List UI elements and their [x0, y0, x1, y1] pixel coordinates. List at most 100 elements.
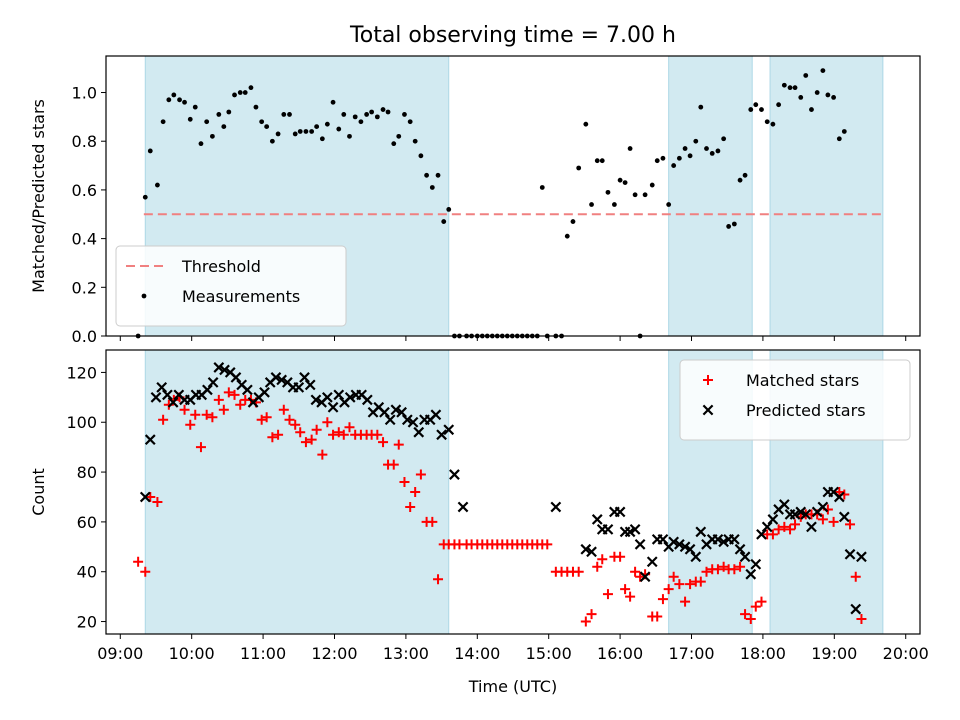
y-tick-label: 0.8: [72, 132, 97, 151]
data-point: [542, 539, 553, 550]
legend-box: [679, 359, 911, 441]
data-point: [259, 119, 265, 125]
y-tick-label: 100: [66, 413, 97, 432]
data-point: [314, 124, 320, 130]
x-tick-label: 11:00: [240, 644, 286, 663]
data-point: [142, 194, 148, 200]
y-tick-label: 80: [77, 463, 97, 482]
data-point: [150, 391, 162, 403]
legend-marker: [141, 293, 147, 299]
data-point: [204, 119, 210, 125]
y-tick-label: 1.0: [72, 84, 97, 103]
data-point: [364, 112, 370, 117]
data-point: [223, 387, 234, 398]
x-tick-label: 16:00: [597, 644, 643, 663]
data-point: [185, 419, 196, 430]
x-tick-label: 13:00: [383, 644, 429, 663]
data-point: [825, 92, 831, 98]
data-point: [602, 523, 614, 535]
data-point: [800, 509, 812, 520]
chart-title: Total observing time = 7.00 h: [349, 23, 676, 48]
data-point: [182, 99, 187, 105]
x-tick-label: 19:00: [811, 644, 857, 663]
y-tick-label: 0.6: [72, 181, 97, 200]
data-point: [341, 112, 347, 117]
data-point: [660, 155, 666, 161]
data-point: [715, 148, 721, 154]
data-point: [785, 524, 796, 535]
data-point: [160, 119, 166, 125]
data-point: [242, 90, 248, 95]
data-point: [295, 427, 306, 438]
data-point: [712, 564, 723, 575]
data-point: [828, 516, 839, 527]
data-point: [322, 417, 333, 428]
data-point: [221, 124, 227, 130]
data-point: [831, 94, 837, 100]
data-point: [372, 429, 383, 440]
data-point: [629, 523, 641, 535]
data-point: [759, 107, 764, 112]
data-point: [634, 538, 646, 550]
data-point: [218, 404, 229, 415]
data-point: [396, 133, 402, 139]
data-point: [680, 596, 691, 607]
data-point: [836, 136, 842, 142]
data-point: [787, 85, 793, 91]
data-point: [690, 551, 702, 563]
legend-marker: [702, 404, 714, 416]
data-point: [745, 614, 756, 625]
data-point: [580, 543, 592, 555]
data-point: [162, 389, 173, 401]
data-point: [374, 114, 380, 120]
data-point: [433, 574, 444, 585]
data-point: [261, 412, 272, 423]
shaded-interval-3: [769, 55, 884, 337]
data-point: [290, 419, 301, 430]
data-point: [253, 104, 259, 110]
y-tick-label: 0.2: [72, 278, 97, 297]
data-point: [187, 116, 193, 122]
legend-label: Threshold: [181, 257, 261, 276]
axes-frame: [105, 349, 921, 635]
data-point: [625, 591, 636, 602]
x-axis-label: Time (UTC): [468, 677, 557, 696]
data-point: [642, 192, 648, 198]
data-point: [287, 112, 292, 117]
data-point: [235, 399, 246, 410]
data-point: [750, 558, 762, 570]
y-tick-label: 20: [77, 613, 97, 632]
y-tick-label: 40: [77, 563, 97, 582]
x-tick-label: 12:00: [311, 644, 357, 663]
data-point: [378, 437, 389, 448]
data-point: [213, 362, 225, 373]
data-point: [594, 158, 600, 164]
data-point: [734, 543, 746, 555]
data-point: [674, 579, 685, 590]
data-point: [695, 526, 707, 538]
data-point: [657, 533, 669, 545]
data-point: [171, 92, 177, 98]
data-point: [790, 519, 801, 530]
data-point: [306, 434, 317, 445]
data-point: [731, 221, 737, 227]
data-point: [275, 131, 281, 137]
data-point: [361, 394, 373, 406]
data-point: [770, 121, 776, 127]
y-tick-label: 120: [66, 363, 97, 382]
data-point: [407, 119, 413, 125]
data-point: [580, 616, 591, 627]
data-point: [586, 609, 597, 620]
data-point: [427, 516, 438, 527]
data-point: [424, 172, 430, 178]
data-point: [803, 73, 809, 78]
data-point: [402, 112, 407, 117]
data-point: [682, 146, 688, 151]
data-point: [207, 377, 219, 388]
data-point: [841, 129, 847, 134]
data-point: [202, 384, 213, 396]
data-point: [639, 571, 651, 583]
data-point: [776, 102, 782, 108]
data-point: [668, 571, 679, 582]
data-point: [622, 180, 628, 186]
